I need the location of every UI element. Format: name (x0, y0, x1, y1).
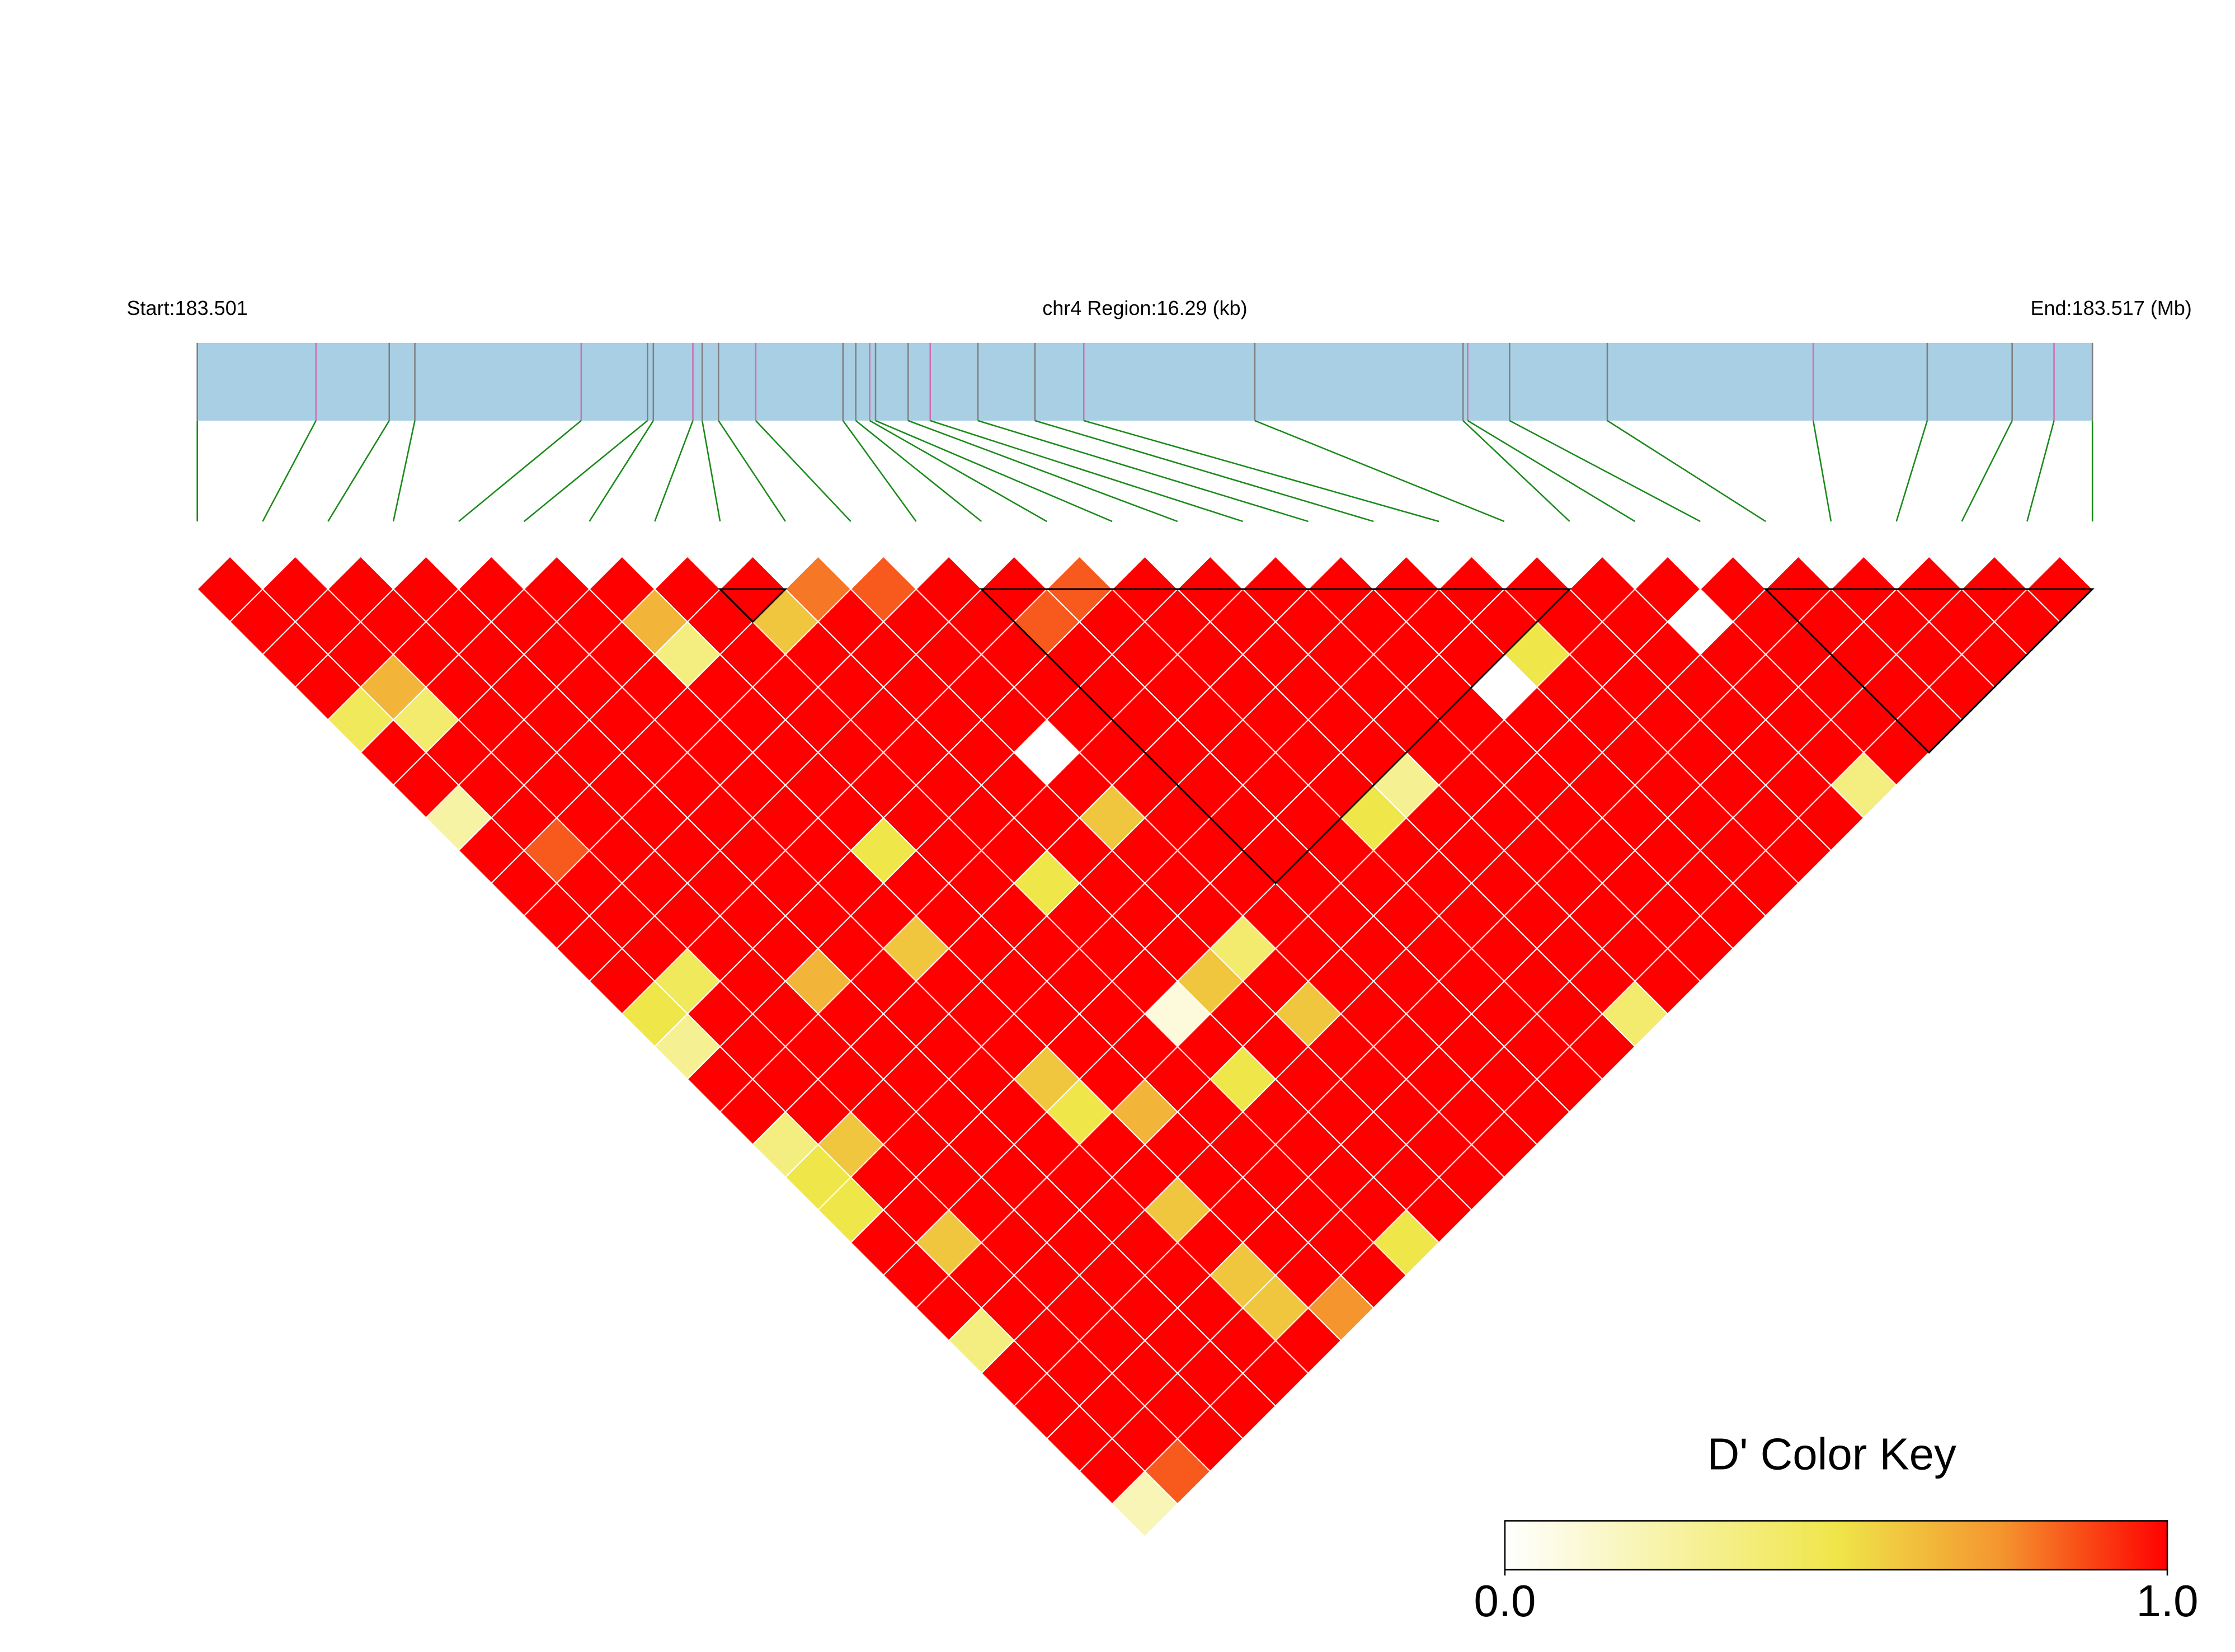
color-key-title: D' Color Key (1707, 1429, 1956, 1479)
snp-connector (869, 420, 1047, 523)
snp-connector (327, 420, 390, 522)
snp-connector (1467, 420, 1636, 523)
color-key-bar (1504, 1520, 2168, 1571)
snp-connector (875, 420, 1113, 523)
snp-connector (262, 420, 317, 522)
snp-connector (392, 420, 416, 522)
ld-block (1763, 588, 2095, 754)
region-bar (197, 342, 2093, 421)
snp-connector (1254, 420, 1505, 523)
snp-connector (1509, 420, 1701, 523)
snp-connector (842, 420, 917, 522)
snp-connector (1895, 420, 1928, 522)
snp-connector (1034, 420, 1374, 523)
snp-connector (930, 420, 1244, 523)
snp-connector (907, 420, 1178, 523)
color-key-tick-label: 0.0 (1474, 1576, 1536, 1626)
snp-connector (1607, 420, 1766, 523)
end-label: End:183.517 (Mb) (2030, 296, 2191, 319)
snp-connector (718, 420, 787, 522)
snp-connector (589, 420, 654, 522)
snp-connector (1083, 420, 1439, 523)
snp-connector (1961, 420, 2013, 522)
start-label: Start:183.501 (127, 296, 248, 319)
snp-connector (1812, 420, 1832, 522)
ld-block (718, 588, 788, 623)
snp-connector (855, 420, 982, 523)
ld-block (979, 588, 1572, 884)
region-label: chr4 Region:16.29 (kb) (1042, 296, 1247, 319)
snp-connector (523, 420, 648, 523)
snp-connector (654, 420, 694, 522)
snp-connector (1462, 420, 1570, 523)
snp-connector (977, 420, 1309, 523)
snp-connector (458, 420, 582, 523)
snp-connector (2026, 420, 2055, 522)
snp-connector (701, 420, 721, 522)
color-key-tick-label: 1.0 (2137, 1576, 2199, 1626)
snp-connector (755, 420, 851, 522)
